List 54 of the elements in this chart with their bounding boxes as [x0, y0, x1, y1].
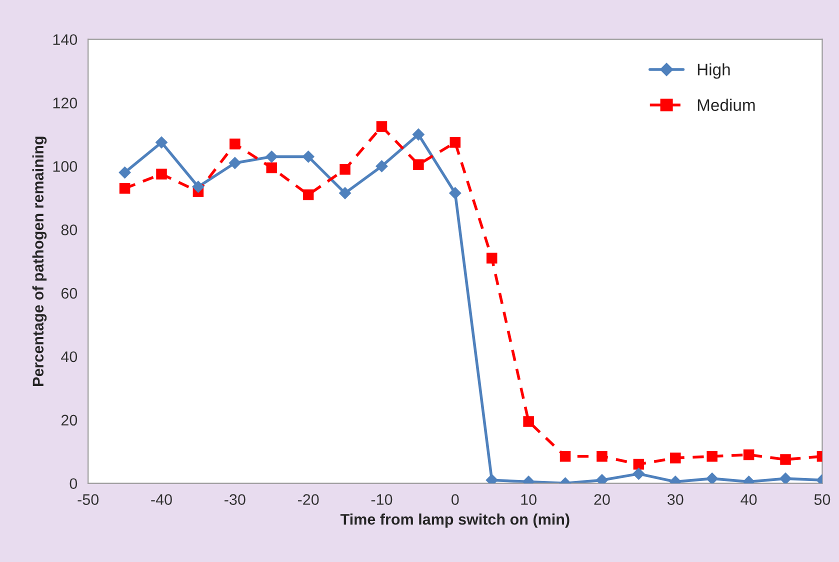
- point: [670, 452, 681, 464]
- point: [376, 160, 388, 172]
- x-tick-label: 20: [594, 494, 610, 505]
- y-tick-label: 80: [61, 224, 78, 236]
- point: [156, 168, 167, 180]
- x-tick-label: -50: [78, 494, 99, 505]
- point: [779, 472, 792, 484]
- y-tick-label: 120: [53, 98, 78, 108]
- point: [780, 454, 791, 465]
- x-tick-label: -40: [151, 494, 172, 505]
- point: [450, 137, 461, 148]
- point: [302, 189, 314, 200]
- x-tick-label: -10: [371, 494, 392, 505]
- point: [266, 162, 278, 174]
- point: [376, 121, 388, 132]
- point: [706, 472, 718, 484]
- point: [413, 159, 424, 170]
- point: [265, 150, 278, 163]
- point: [523, 416, 534, 427]
- x-tick-label: -20: [298, 494, 319, 505]
- y-tick-label: 60: [61, 288, 78, 299]
- point: [560, 450, 571, 462]
- point: [632, 468, 645, 480]
- point: [228, 156, 242, 170]
- x-tick-label: -30: [224, 494, 246, 505]
- point: [596, 450, 608, 462]
- x-tick-label: 30: [667, 494, 684, 505]
- point: [633, 458, 644, 470]
- y-tick-label: 100: [53, 161, 78, 172]
- point: [230, 138, 240, 150]
- y-tick-label: 140: [53, 34, 78, 46]
- x-tick-label: 50: [814, 494, 830, 505]
- legend-label: High: [698, 63, 730, 79]
- point: [412, 128, 425, 141]
- point: [302, 150, 315, 163]
- y-tick-label: 0: [70, 478, 78, 490]
- x-tick-label: 40: [740, 494, 757, 505]
- y-tick-label: 40: [61, 351, 78, 362]
- x-tick-label: 0: [452, 494, 459, 505]
- legend-label: Medium: [698, 98, 755, 111]
- x-tick-label: 10: [521, 494, 536, 505]
- point: [192, 180, 204, 194]
- point: [448, 186, 462, 200]
- point: [338, 186, 352, 200]
- point: [340, 164, 350, 175]
- point: [743, 449, 754, 460]
- y-axis-title: Percentage of pathogen remaining: [32, 136, 47, 386]
- point: [486, 252, 498, 264]
- point: [119, 183, 130, 194]
- y-tick-label: 20: [61, 414, 78, 426]
- point: [706, 450, 718, 462]
- point: [155, 136, 168, 149]
- x-axis-title: Time from lamp switch on (min): [340, 514, 570, 528]
- point: [118, 166, 132, 179]
